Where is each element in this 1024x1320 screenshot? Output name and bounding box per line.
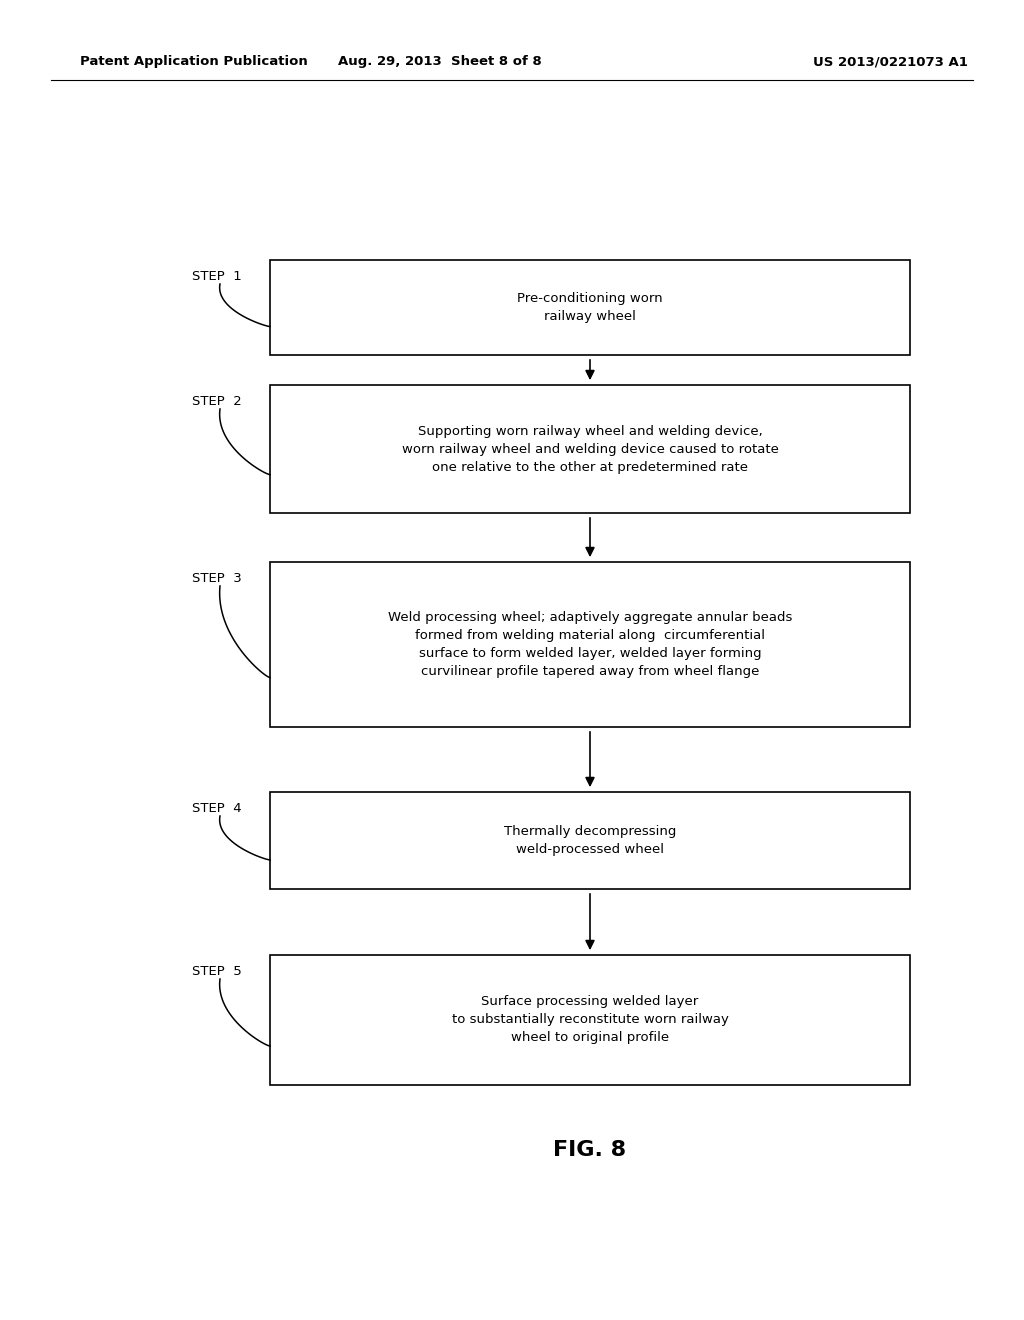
Text: STEP  1: STEP 1: [193, 271, 242, 282]
Text: STEP  3: STEP 3: [193, 572, 242, 585]
Text: Supporting worn railway wheel and welding device,
worn railway wheel and welding: Supporting worn railway wheel and weldin…: [401, 425, 778, 474]
Text: Pre-conditioning worn
railway wheel: Pre-conditioning worn railway wheel: [517, 292, 663, 323]
Text: Patent Application Publication: Patent Application Publication: [80, 55, 308, 69]
Text: Surface processing welded layer
to substantially reconstitute worn railway
wheel: Surface processing welded layer to subst…: [452, 995, 728, 1044]
Text: Aug. 29, 2013  Sheet 8 of 8: Aug. 29, 2013 Sheet 8 of 8: [338, 55, 542, 69]
Text: STEP  4: STEP 4: [193, 803, 242, 814]
Bar: [270, 562, 910, 727]
Bar: [270, 792, 910, 888]
Bar: [270, 954, 910, 1085]
Text: US 2013/0221073 A1: US 2013/0221073 A1: [813, 55, 968, 69]
Bar: [270, 385, 910, 513]
Bar: [270, 260, 910, 355]
Text: Weld processing wheel; adaptively aggregate annular beads
formed from welding ma: Weld processing wheel; adaptively aggreg…: [388, 611, 793, 678]
Text: Thermally decompressing
weld-processed wheel: Thermally decompressing weld-processed w…: [504, 825, 676, 855]
Text: FIG. 8: FIG. 8: [553, 1140, 627, 1160]
Text: STEP  5: STEP 5: [193, 965, 242, 978]
Text: STEP  2: STEP 2: [193, 395, 242, 408]
